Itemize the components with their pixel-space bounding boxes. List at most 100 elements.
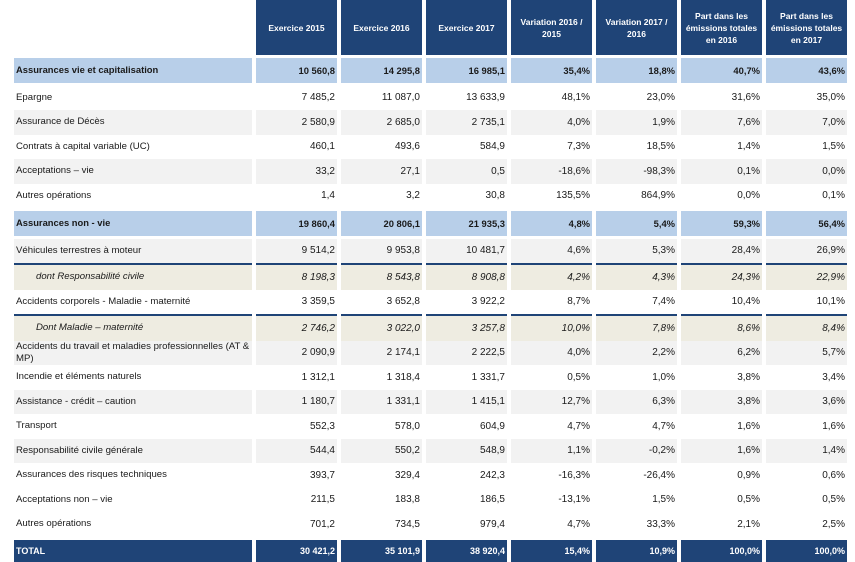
value-cell: 30 421,2 — [256, 539, 337, 562]
row-label: Assurances des risques techniques — [14, 463, 252, 488]
value-cell: 2 735,1 — [426, 110, 507, 135]
value-cell: 3 922,2 — [426, 289, 507, 314]
value-cell: 4,3% — [596, 263, 677, 290]
value-cell: 2,5% — [766, 512, 847, 537]
value-cell: 0,9% — [681, 463, 762, 488]
value-cell: 2,2% — [596, 340, 677, 365]
value-cell: 3,8% — [681, 389, 762, 414]
value-cell: 1,6% — [766, 414, 847, 439]
value-cell: 1,5% — [596, 487, 677, 512]
value-cell: 2 174,1 — [341, 340, 422, 365]
value-cell: 3,6% — [766, 389, 847, 414]
value-cell: 1,6% — [681, 414, 762, 439]
value-cell: 33,3% — [596, 512, 677, 537]
value-cell: 4,2% — [511, 263, 592, 290]
value-cell: 0,6% — [766, 463, 847, 488]
value-cell: 493,6 — [341, 134, 422, 159]
value-cell: 0,5% — [511, 365, 592, 390]
row-label: Assurance de Décès — [14, 110, 252, 135]
value-cell: 0,1% — [766, 183, 847, 208]
table-row: Assurance de Décès 2 580,9 2 685,0 2 735,1 4… — [14, 110, 847, 135]
value-cell: 18,5% — [596, 134, 677, 159]
row-label: Contrats à capital variable (UC) — [14, 134, 252, 159]
table-row: Assurances des risques techniques 393,7 32… — [14, 463, 847, 488]
value-cell: -16,3% — [511, 463, 592, 488]
table-row: Autres opérations 701,2 734,5 979,4 4,7% 33,3… — [14, 512, 847, 537]
row-label: Accidents du travail et maladies profess… — [14, 340, 252, 365]
value-cell: 4,0% — [511, 110, 592, 135]
value-cell: 9 514,2 — [256, 238, 337, 263]
value-cell: 8,6% — [681, 314, 762, 341]
section-row: Assurances vie et capitalisation 10 560,8… — [14, 58, 847, 83]
value-cell: 734,5 — [341, 512, 422, 537]
value-cell: 4,8% — [511, 211, 592, 236]
value-cell: 0,1% — [681, 159, 762, 184]
value-cell: 4,7% — [596, 414, 677, 439]
value-cell: 1,9% — [596, 110, 677, 135]
value-cell: 1 331,7 — [426, 365, 507, 390]
value-cell: 56,4% — [766, 211, 847, 236]
value-cell: 100,0% — [681, 539, 762, 562]
value-cell: 6,3% — [596, 389, 677, 414]
value-cell: 22,9% — [766, 263, 847, 290]
value-cell: 1,5% — [766, 134, 847, 159]
row-label: Autres opérations — [14, 183, 252, 208]
value-cell: 544,4 — [256, 438, 337, 463]
value-cell: 3 257,8 — [426, 314, 507, 341]
value-cell: 1,4% — [681, 134, 762, 159]
row-label: Assurances non - vie — [14, 211, 252, 236]
value-cell: 8,7% — [511, 289, 592, 314]
value-cell: 7 485,2 — [256, 85, 337, 110]
value-cell: -13,1% — [511, 487, 592, 512]
row-label: Acceptations non – vie — [14, 487, 252, 512]
row-label: Assistance - crédit – caution — [14, 389, 252, 414]
table-row: Acceptations non – vie 211,5 183,8 186,5 -13… — [14, 487, 847, 512]
row-label: Acceptations – vie — [14, 159, 252, 184]
column-header: Exercice 2016 — [341, 0, 422, 55]
value-cell: 9 953,8 — [341, 238, 422, 263]
table-body: Assurances vie et capitalisation 10 560,8… — [14, 55, 847, 562]
row-label: TOTAL — [14, 539, 252, 562]
column-header: Part dans les émissions totales en 2017 — [766, 0, 847, 55]
row-label: dont Responsabilité civile — [14, 263, 252, 290]
value-cell: 864,9% — [596, 183, 677, 208]
value-cell: -0,2% — [596, 438, 677, 463]
value-cell: 1,6% — [681, 438, 762, 463]
row-label: Autres opérations — [14, 512, 252, 537]
value-cell: 979,4 — [426, 512, 507, 537]
column-header: Variation 2016 / 2015 — [511, 0, 592, 55]
value-cell: 6,2% — [681, 340, 762, 365]
value-cell: 242,3 — [426, 463, 507, 488]
row-label: Responsabilité civile générale — [14, 438, 252, 463]
value-cell: 19 860,4 — [256, 211, 337, 236]
value-cell: 10,4% — [681, 289, 762, 314]
column-header: Part dans les émissions totales en 2016 — [681, 0, 762, 55]
value-cell: 4,0% — [511, 340, 592, 365]
value-cell: 10,0% — [511, 314, 592, 341]
value-cell: 20 806,1 — [341, 211, 422, 236]
value-cell: 1 312,1 — [256, 365, 337, 390]
value-cell: 0,5 — [426, 159, 507, 184]
subtotal-row: Dont Maladie – maternité 2 746,2 3 022,0 3 … — [14, 314, 847, 341]
value-cell: 1,4% — [766, 438, 847, 463]
value-cell: 8,4% — [766, 314, 847, 341]
table-row: Incendie et éléments naturels 1 312,1 1 31… — [14, 365, 847, 390]
value-cell: 701,2 — [256, 512, 337, 537]
value-cell: 1 180,7 — [256, 389, 337, 414]
total-row: TOTAL 30 421,2 35 101,9 38 920,4 15,4% 10,9% 1… — [14, 539, 847, 562]
value-cell: 2 222,5 — [426, 340, 507, 365]
table-row: Véhicules terrestres à moteur 9 514,2 9 95… — [14, 238, 847, 263]
row-label: Accidents corporels - Maladie - maternit… — [14, 289, 252, 314]
value-cell: 11 087,0 — [341, 85, 422, 110]
value-cell: -18,6% — [511, 159, 592, 184]
value-cell: 2 746,2 — [256, 314, 337, 341]
value-cell: 27,1 — [341, 159, 422, 184]
value-cell: 24,3% — [681, 263, 762, 290]
value-cell: 552,3 — [256, 414, 337, 439]
value-cell: 8 198,3 — [256, 263, 337, 290]
value-cell: 12,7% — [511, 389, 592, 414]
table-row: Responsabilité civile générale 544,4 550,2… — [14, 438, 847, 463]
value-cell: 183,8 — [341, 487, 422, 512]
value-cell: 211,5 — [256, 487, 337, 512]
value-cell: 584,9 — [426, 134, 507, 159]
